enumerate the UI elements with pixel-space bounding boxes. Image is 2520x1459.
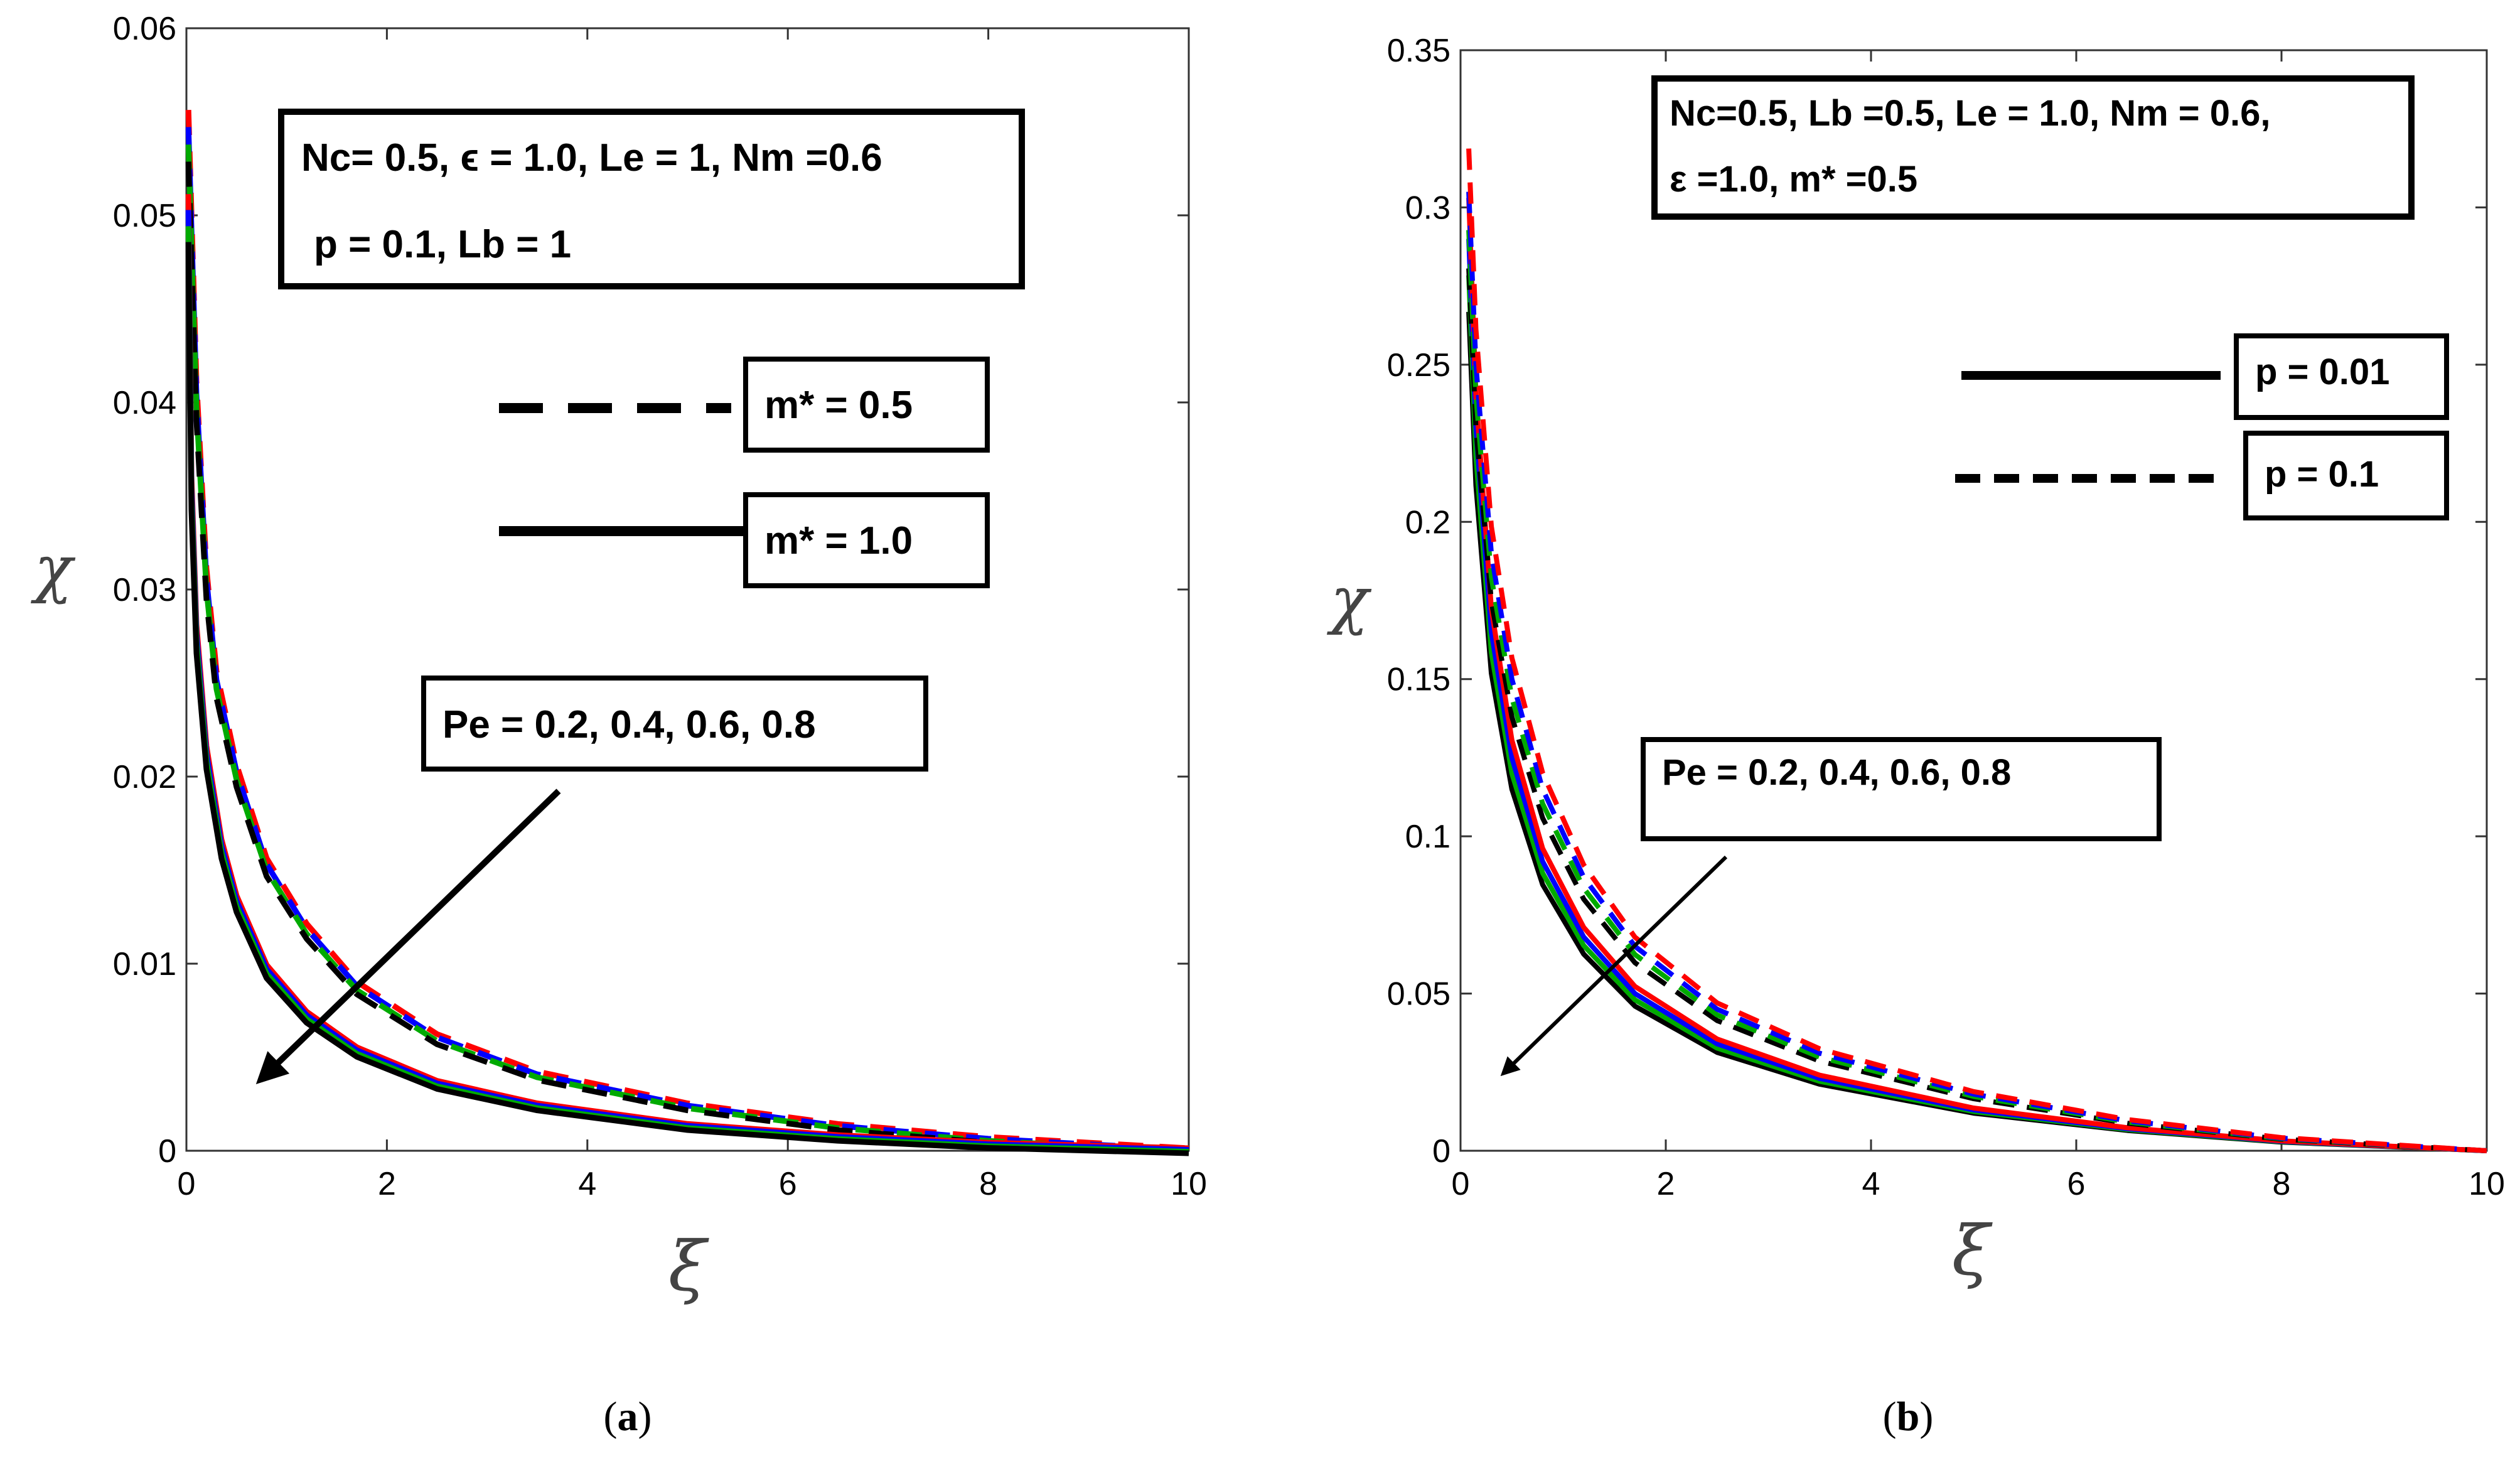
legend-label-dashed-b: p = 0.1 (2265, 454, 2379, 495)
y-axis-label-a: χ (31, 532, 76, 605)
param-line1-b: Nc=0.5, Lb =0.5, Le = 1.0, Nm = 0.6, (1670, 93, 2271, 134)
x-tick-label-b: 8 (2273, 1166, 2291, 1202)
param-box-a (278, 109, 1025, 289)
x-tick-label-b: 6 (2067, 1166, 2086, 1202)
y-tick-label-b: 0 (1432, 1133, 1450, 1170)
x-tick-label-a: 4 (578, 1166, 596, 1202)
legend-label-solid-b: p = 0.01 (2255, 352, 2389, 392)
legend-box-solid-b (2234, 333, 2449, 420)
caption-letter-b: b (1897, 1394, 1920, 1440)
param-line1-a: Nc= 0.5, ϵ = 1.0, Le = 1, Nm =0.6 (301, 136, 882, 180)
legend-box-dashed-a (743, 357, 990, 453)
legend-label-dashed-a: m* = 0.5 (764, 384, 913, 427)
plot-frame-b (1459, 49, 2488, 1152)
annotation-arrow-a (255, 789, 561, 1084)
y-tick-label-a: 0.04 (113, 385, 176, 421)
series-line-b-2-2 (1466, 230, 2487, 1153)
x-tick-label-b: 2 (1657, 1166, 1675, 1202)
y-tick-label-a: 0 (158, 1133, 176, 1170)
y-tick-label-b: 0.3 (1405, 190, 1450, 226)
annotation-arrow-b (1500, 855, 1728, 1077)
x-tick-label-a: 8 (979, 1166, 997, 1202)
x-tick-label-a: 10 (1171, 1166, 1207, 1202)
caption-letter-a: a (618, 1394, 638, 1440)
y-tick-label-a: 0.05 (113, 198, 176, 234)
y-tick-label-a: 0.02 (113, 759, 176, 795)
annotation-box-b (1641, 737, 2162, 841)
y-tick-label-a: 0.03 (113, 572, 176, 608)
x-tick-label-a: 2 (378, 1166, 396, 1202)
caption-b: (b) (1883, 1394, 1934, 1440)
series-line-a-1-4 (185, 161, 1189, 1156)
series-line-b-2-1 (1466, 268, 2487, 1153)
annotation-text-a: Pe = 0.2, 0.4, 0.6, 0.8 (442, 703, 816, 746)
param-line2-b: ε =1.0, m* =0.5 (1670, 159, 1917, 200)
series-line-a-2-4 (185, 242, 1189, 1156)
caption-a: (a) (604, 1394, 652, 1440)
x-axis-label-a: ξ (668, 1226, 710, 1306)
chart-a: 0 2 4 6 8 10 0 0.01 0.02 0.03 0.04 0.05 0.06 χ ξ Nc=… (31, 11, 1207, 1440)
x-tick-label-b: 0 (1452, 1166, 1470, 1202)
y-tick-label-a: 0.01 (113, 946, 176, 983)
x-tick-label-b: 10 (2469, 1166, 2505, 1202)
param-line2-a: p = 0.1, Lb = 1 (314, 223, 571, 266)
ticks-a: 0 2 4 6 8 10 0 0.01 0.02 0.03 0.04 0.05 0.06 (113, 11, 1207, 1202)
x-tick-label-a: 0 (178, 1166, 196, 1202)
series-line-a-1-2 (185, 127, 1189, 1153)
series-b (1466, 148, 2487, 1153)
annotation-text-b: Pe = 0.2, 0.4, 0.6, 0.8 (1662, 752, 2011, 793)
y-tick-label-b: 0.15 (1387, 662, 1450, 698)
legend-label-solid-a: m* = 1.0 (764, 519, 913, 563)
y-tick-label-b: 0.35 (1387, 33, 1450, 69)
y-axis-label-b: χ (1327, 563, 1372, 637)
chart-b: 0 2 4 6 8 10 0 0.05 0.1 0.15 0.2 0.25 0.3 0.35 χ ξ Nc… (1327, 33, 2505, 1440)
y-tick-label-a: 0.06 (113, 11, 176, 47)
x-tick-label-b: 4 (1862, 1166, 1880, 1202)
y-tick-label-b: 0.25 (1387, 347, 1450, 384)
param-box-b (1651, 75, 2415, 220)
y-tick-label-b: 0.2 (1405, 504, 1450, 541)
x-tick-label-a: 6 (779, 1166, 797, 1202)
ticks-b: 0 2 4 6 8 10 0 0.05 0.1 0.15 0.2 0.25 0.3 0.35 (1387, 33, 2505, 1202)
annotation-box-a (421, 676, 928, 772)
y-tick-label-b: 0.05 (1387, 976, 1450, 1013)
series-line-b-2-4 (1466, 148, 2487, 1153)
legend-box-dashed-b (2243, 431, 2449, 520)
legend-box-solid-a (743, 492, 990, 588)
x-axis-label-b: ξ (1952, 1210, 1993, 1291)
y-tick-label-b: 0.1 (1405, 819, 1450, 855)
